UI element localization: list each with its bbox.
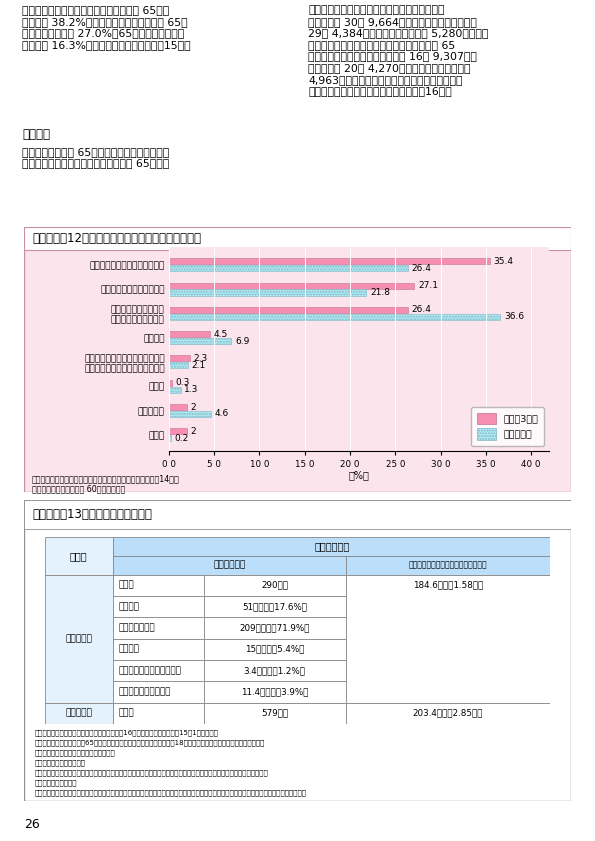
Bar: [204, 681, 346, 702]
Bar: [113, 638, 204, 660]
Bar: [169, 265, 408, 271]
Text: 総所得: 総所得: [119, 709, 134, 717]
Bar: [169, 435, 171, 442]
Bar: [113, 617, 204, 638]
Text: 世帯員の所有する土地・家屋を貸すことによって生じた収入（現物給付を含む。）から必要経費を差し引いた金額: 世帯員の所有する土地・家屋を貸すことによって生じた収入（現物給付を含む。）から必…: [35, 770, 268, 776]
Text: 27.1: 27.1: [418, 281, 438, 290]
Bar: [24, 500, 571, 529]
Text: 公的年金・恩給: 公的年金・恩給: [119, 623, 156, 632]
Text: 35.4: 35.4: [493, 257, 513, 266]
Bar: [204, 617, 346, 638]
Legend: 平成１3年度, 平成７年度: 平成１3年度, 平成７年度: [471, 407, 544, 446]
Text: 26.4: 26.4: [412, 305, 431, 315]
Text: 一世帯当たり: 一世帯当たり: [213, 561, 245, 569]
Bar: [169, 314, 500, 320]
Bar: [169, 411, 211, 417]
Bar: [169, 379, 171, 386]
Text: 高齢者世帯: 高齢者世帯: [65, 634, 92, 643]
Text: 2: 2: [190, 403, 196, 411]
Text: 4.5: 4.5: [213, 330, 227, 339]
Text: イ　利子・配当金: イ 利子・配当金: [35, 780, 77, 786]
Text: （注１）高齢者世帯とは、65歳以上の者のみで構成するか、又はこれに18歳未満の未婚の者が加わった世帯をいう。: （注１）高齢者世帯とは、65歳以上の者のみで構成するか、又はこれに18歳未満の未…: [35, 740, 265, 747]
Bar: [169, 307, 408, 313]
Text: 15万円　（5.4%）: 15万円 （5.4%）: [245, 645, 305, 653]
Bar: [169, 338, 231, 344]
Text: 全　世　帯: 全 世 帯: [65, 709, 92, 717]
Text: 26.4: 26.4: [412, 264, 431, 272]
Text: 209万円　（71.9%）: 209万円 （71.9%）: [240, 623, 310, 632]
Bar: [169, 258, 490, 264]
Bar: [204, 574, 346, 596]
Text: 1.3: 1.3: [184, 385, 199, 394]
Text: 579万円: 579万円: [261, 709, 289, 717]
Bar: [169, 331, 209, 337]
Bar: [204, 596, 346, 617]
Text: 資料：内閣府「高齢者の経済生活に関する意向調査」（平成14年）: 資料：内閣府「高齢者の経済生活に関する意向調査」（平成14年）: [32, 475, 180, 484]
Bar: [113, 537, 550, 556]
Bar: [113, 596, 204, 617]
Bar: [204, 660, 346, 681]
Text: 稼働所得: 稼働所得: [119, 602, 140, 611]
Text: 0.3: 0.3: [175, 378, 190, 387]
Text: 仕送り・その他の所得: 仕送り・その他の所得: [119, 687, 171, 696]
Text: 184.6万円（1.58人）: 184.6万円（1.58人）: [413, 580, 483, 590]
Bar: [169, 356, 190, 362]
Text: 2.3: 2.3: [193, 354, 208, 363]
Bar: [24, 227, 571, 251]
Bar: [113, 556, 346, 574]
Bar: [346, 556, 550, 574]
Text: 表１－２－13　　高齢者世帯の所得: 表１－２－13 高齢者世帯の所得: [32, 508, 152, 521]
Text: 総所得: 総所得: [119, 580, 134, 590]
Text: また、生活保護を受けている者のうち 65歳以
上の者は 38.2%を占めているが、その中で 65歳
以上の単身世帯が 27.0%、65歳以上の女性の単
身世帯は: また、生活保護を受けている者のうち 65歳以 上の者は 38.2%を占めているが…: [22, 5, 190, 50]
Text: 図１－２－12　　高齢期の生活費不足分の対応方法: 図１－２－12 高齢期の生活費不足分の対応方法: [32, 232, 201, 246]
Bar: [169, 283, 414, 288]
Bar: [204, 702, 346, 724]
Text: 26: 26: [24, 817, 39, 831]
Text: 51万円　（17.6%）: 51万円 （17.6%）: [242, 602, 307, 611]
Bar: [113, 681, 204, 702]
Text: 平均所得金額: 平均所得金額: [314, 542, 349, 552]
Text: （注）調査対象は、全国 60歳以上の男女: （注）調査対象は、全国 60歳以上の男女: [32, 484, 126, 494]
Text: 世帯主の年齢が 65歳以上である世帯の家計の
状況についてみると、世帯主の年齢が 65歳以上: 世帯主の年齢が 65歳以上である世帯の家計の 状況についてみると、世帯主の年齢が…: [22, 147, 169, 168]
Text: 区　分: 区 分: [70, 551, 87, 561]
Text: 世帯員の所有する預貯金、公社債、株式などによって生じた利子・配当金から必要経費を差し引いた金額（源泉分離課税分を含む。）: 世帯員の所有する預貯金、公社債、株式などによって生じた利子・配当金から必要経費を…: [35, 790, 307, 796]
Text: 2: 2: [190, 426, 196, 436]
Text: 2.1: 2.1: [192, 361, 206, 370]
Bar: [204, 638, 346, 660]
Bar: [113, 702, 204, 724]
Text: 3.4万円　（1.2%）: 3.4万円 （1.2%）: [244, 666, 306, 675]
Text: 290万円: 290万円: [261, 580, 289, 590]
Bar: [169, 289, 367, 295]
Bar: [346, 574, 550, 702]
X-axis label: （%）: （%）: [349, 470, 369, 480]
Text: 203.4万円（2.85人）: 203.4万円（2.85人）: [413, 709, 483, 717]
Text: 世帯人員一人当たり（平均世帯人員）: 世帯人員一人当たり（平均世帯人員）: [409, 561, 487, 569]
Bar: [346, 702, 550, 724]
Text: 財産所得: 財産所得: [119, 645, 140, 653]
Text: 36.6: 36.6: [504, 312, 524, 321]
Text: ウ　消費: ウ 消費: [22, 128, 50, 141]
Text: 11.4万円　（3.9%）: 11.4万円 （3.9%）: [241, 687, 308, 696]
Bar: [169, 428, 187, 434]
Text: 0.2: 0.2: [174, 434, 189, 442]
Text: である勤労者世帯の可処分所得は一世帯当たり
１か月平均 30万 9,664円で、そのうち消費支出は
29万 4,384円となっており、１万 5,280円の黒字
: である勤労者世帯の可処分所得は一世帯当たり １か月平均 30万 9,664円で、…: [308, 5, 488, 96]
Bar: [45, 574, 113, 702]
Bar: [113, 574, 204, 596]
Text: 資料：厚生労働省「国民生活基礎調査」（平成16年）同調査における平成15年1年間の所得: 資料：厚生労働省「国民生活基礎調査」（平成16年）同調査における平成15年1年間…: [35, 730, 218, 737]
Text: ア　家賃・地代の所得: ア 家賃・地代の所得: [35, 759, 86, 766]
Bar: [45, 537, 113, 574]
Bar: [169, 362, 188, 368]
Text: 4.6: 4.6: [214, 410, 228, 418]
Text: （注２）財産所得とは以下のものをいう。: （注２）財産所得とは以下のものをいう。: [35, 749, 115, 756]
Bar: [169, 404, 187, 410]
Bar: [45, 702, 113, 724]
Bar: [113, 660, 204, 681]
Text: 年金以外の社会保障給付金: 年金以外の社会保障給付金: [119, 666, 182, 675]
Text: 6.9: 6.9: [235, 336, 249, 346]
Bar: [169, 387, 181, 393]
Text: 21.8: 21.8: [370, 288, 390, 297]
